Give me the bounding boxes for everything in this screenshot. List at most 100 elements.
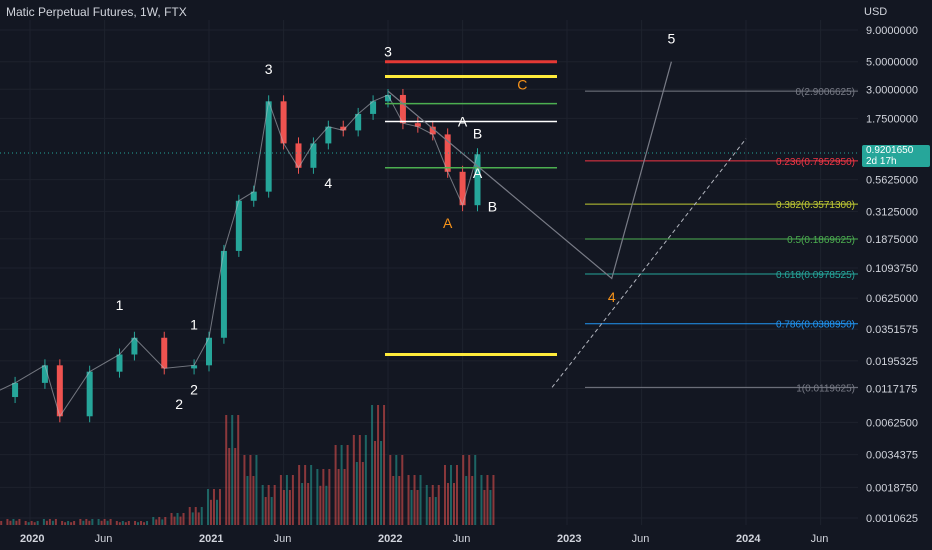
volume-bar (437, 485, 440, 525)
volume-bar (173, 516, 176, 525)
volume-bar (267, 485, 270, 525)
volume-bar (291, 475, 294, 525)
volume-bar (392, 476, 395, 525)
volume-bar (0, 521, 3, 525)
price-axis-label: 0.1093750 (866, 263, 918, 275)
volume-bar (158, 517, 161, 525)
candle-body (56, 365, 63, 417)
time-axis-label: Jun (632, 533, 650, 545)
volume-bar (328, 469, 331, 525)
volume-bar (79, 519, 82, 525)
volume-bar (27, 522, 30, 525)
fib-level-label: 1(0.0119625) (796, 383, 855, 394)
volume-bar (191, 512, 194, 525)
volume-bar (70, 522, 73, 525)
volume-bar (206, 489, 209, 525)
price-axis-label: 0.0351575 (866, 324, 918, 336)
candle-body (250, 191, 257, 201)
volume-bar (449, 465, 452, 525)
volume-bar (188, 507, 191, 525)
price-envelope-line (0, 94, 478, 418)
candle-body (12, 382, 19, 398)
volume-bar (261, 485, 264, 525)
candle-body (295, 143, 302, 168)
volume-bar (446, 483, 449, 525)
volume-bar (298, 465, 301, 525)
candle-body (161, 337, 168, 369)
candle-body (191, 365, 198, 369)
wave-label: 1 (116, 297, 124, 313)
volume-bar (395, 455, 398, 525)
volume-bar (474, 455, 477, 525)
price-axis-bg (862, 0, 932, 550)
candle-body (385, 94, 391, 102)
volume-bar (480, 475, 483, 525)
volume-bar (48, 519, 51, 525)
volume-bar (9, 520, 12, 525)
volume-bar (452, 483, 455, 525)
volume-bar (194, 507, 197, 525)
price-axis-label: 0.0018750 (866, 482, 918, 494)
volume-bar (164, 517, 167, 525)
volume-bar (319, 485, 322, 525)
volume-bar (12, 519, 15, 525)
volume-bar (352, 435, 355, 525)
volume-bar (140, 521, 143, 525)
volume-bar (97, 519, 100, 525)
price-axis-label: 0.0034375 (866, 450, 918, 462)
candle-body (206, 337, 212, 366)
time-axis-label: 2024 (736, 533, 761, 545)
volume-bar (407, 475, 410, 525)
volume-bar (91, 519, 94, 525)
volume-bar (316, 469, 319, 525)
volume-bar (401, 455, 404, 525)
volume-bar (143, 522, 146, 525)
time-axis-label: Jun (453, 533, 471, 545)
volume-bar (337, 469, 340, 525)
volume-bar (246, 476, 249, 525)
wave-label: A (443, 215, 453, 231)
candle-body (116, 354, 123, 372)
volume-bar (85, 519, 88, 525)
volume-bar (51, 520, 54, 525)
volume-bar (413, 475, 416, 525)
volume-bar (103, 519, 106, 525)
volume-bar (374, 441, 377, 525)
volume-bar (124, 522, 127, 525)
volume-bar (237, 415, 240, 525)
volume-bar (462, 455, 465, 525)
price-axis-label: 9.0000000 (866, 25, 918, 37)
time-axis-label: Jun (95, 533, 113, 545)
volume-bar (212, 489, 215, 525)
volume-bar (334, 445, 337, 525)
candle-body (325, 126, 332, 144)
volume-bar (419, 475, 422, 525)
candle-body (131, 337, 138, 355)
volume-bar (310, 465, 313, 525)
candle-body (310, 143, 317, 168)
volume-bar (234, 448, 237, 525)
wave-label: 2 (175, 396, 183, 412)
volume-bar (146, 521, 149, 525)
volume-bar (486, 475, 489, 525)
time-axis-label: Jun (274, 533, 292, 545)
volume-bar (273, 485, 276, 525)
price-axis-label: 3.0000000 (866, 84, 918, 96)
volume-bar (67, 521, 70, 525)
fib-level-label: 0(2.9006625) (796, 87, 856, 98)
dashed-trend-line (551, 138, 747, 388)
price-axis-label: 0.3125000 (866, 206, 918, 218)
volume-bar (383, 405, 386, 525)
volume-bar (106, 520, 109, 525)
volume-bar (361, 462, 364, 525)
volume-bar (270, 497, 273, 525)
volume-bar (118, 522, 121, 525)
candle-body (220, 250, 227, 338)
volume-bar (24, 521, 27, 525)
candle-body (265, 101, 272, 192)
volume-bar (176, 513, 179, 525)
price-axis-label: 0.0195325 (866, 356, 918, 368)
volume-bar (127, 521, 130, 525)
